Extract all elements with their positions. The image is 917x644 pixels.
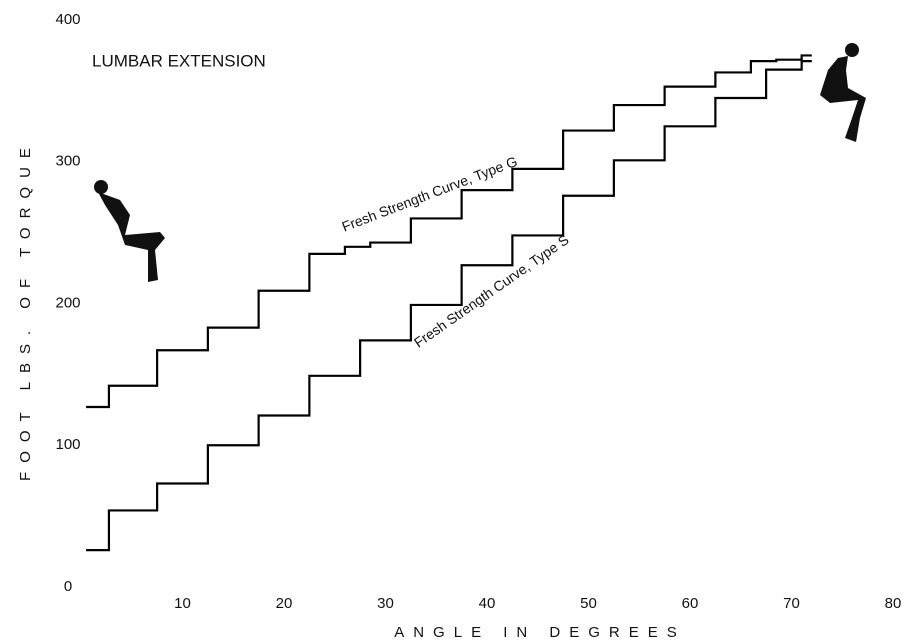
x-tick-label: 10 bbox=[174, 595, 191, 612]
x-tick-label: 40 bbox=[479, 595, 496, 612]
x-tick-label: 20 bbox=[276, 595, 293, 612]
x-tick-label: 70 bbox=[783, 595, 800, 612]
x-tick-label: 60 bbox=[682, 595, 699, 612]
curve-label: Fresh Strength Curve, Type G bbox=[340, 153, 520, 235]
curve-label: Fresh Strength Curve, Type S bbox=[411, 231, 572, 350]
curve bbox=[86, 55, 812, 407]
x-tick-label: 80 bbox=[885, 595, 902, 612]
figure-left bbox=[94, 180, 165, 282]
y-tick-label: 400 bbox=[55, 11, 80, 28]
x-tick-label: 30 bbox=[377, 595, 394, 612]
y-tick-label: 0 bbox=[64, 578, 72, 595]
y-tick-label: 100 bbox=[55, 436, 80, 453]
x-tick-label: 50 bbox=[580, 595, 597, 612]
curve bbox=[86, 61, 812, 550]
x-axis-title: ANGLE IN DEGREES bbox=[394, 624, 686, 641]
y-tick-label: 300 bbox=[55, 153, 80, 170]
figure-right bbox=[820, 43, 866, 142]
chart-title: LUMBAR EXTENSION bbox=[92, 51, 266, 70]
chart: LUMBAR EXTENSION ANGLE IN DEGREES FOOT L… bbox=[0, 0, 917, 644]
y-axis-title: FOOT LBS. OF TORQUE bbox=[17, 139, 34, 481]
y-tick-label: 200 bbox=[55, 294, 80, 311]
